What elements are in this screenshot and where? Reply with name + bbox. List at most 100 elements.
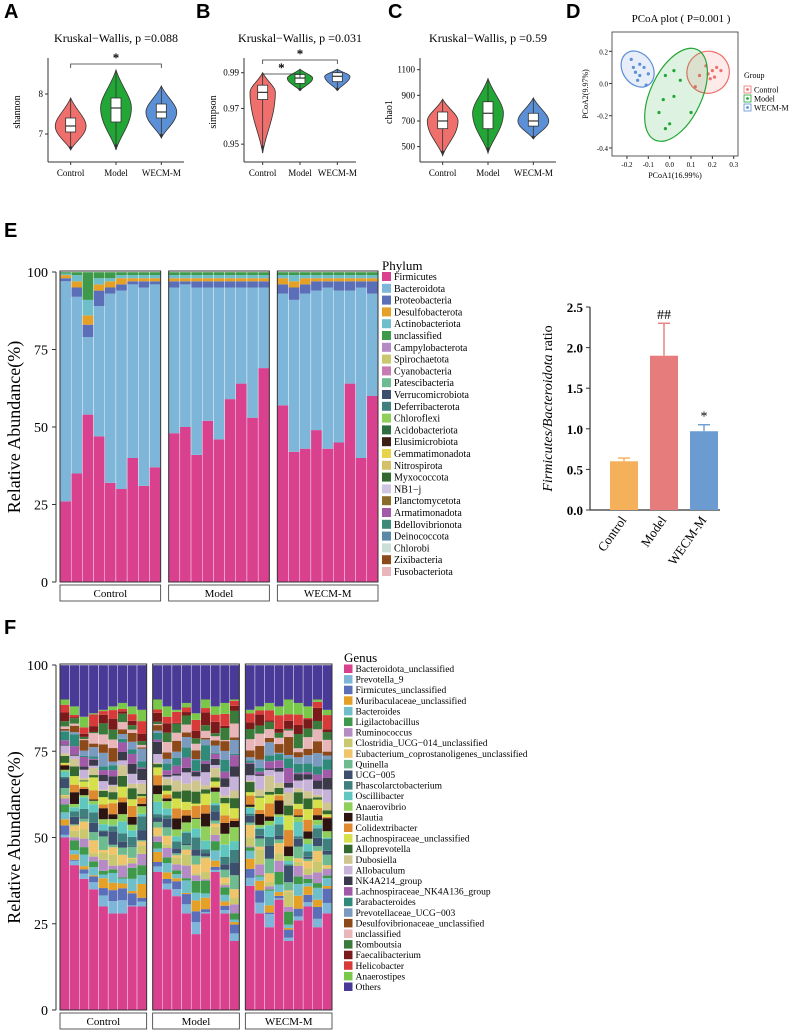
stack-segment (312, 766, 323, 775)
stack-segment (71, 473, 83, 582)
stack-segment (79, 781, 90, 787)
stack-segment (264, 702, 275, 711)
stack-segment (274, 732, 285, 738)
stack-segment (274, 665, 285, 707)
stack-segment (88, 875, 99, 877)
stack-segment (179, 272, 192, 276)
stack-segment (312, 927, 323, 1010)
stack-segment (293, 884, 304, 896)
stack-segment (137, 875, 147, 884)
legend-label: Chlorobi (394, 543, 430, 554)
stack-segment (162, 857, 173, 863)
stack-segment (355, 278, 368, 282)
stack-segment (274, 853, 285, 861)
stack-segment (117, 883, 128, 889)
legend-label: Deinococcota (394, 532, 450, 543)
stack-segment (245, 850, 256, 859)
stack-segment (312, 707, 323, 721)
stack-segment (93, 436, 106, 582)
stack-segment (200, 763, 211, 773)
stack-segment (69, 734, 80, 747)
stack-segment (245, 713, 256, 723)
stack-segment (137, 748, 147, 762)
stack-segment (229, 700, 240, 706)
stack-segment (293, 836, 304, 839)
stack-segment (264, 761, 275, 769)
stack-segment (171, 870, 182, 875)
stack-segment (274, 794, 285, 796)
point-wecm-m (638, 62, 642, 66)
stack-segment (181, 878, 192, 881)
stack-segment (229, 808, 240, 819)
stack-segment (274, 814, 285, 817)
stack-segment (310, 272, 323, 276)
significance-star: * (278, 60, 285, 75)
stack-segment (137, 901, 147, 907)
stack-segment (274, 824, 285, 836)
stack-segment (303, 755, 314, 764)
stack-segment (283, 792, 294, 806)
y-tick-label: 100 (27, 266, 48, 281)
stack-segment (254, 828, 265, 836)
stack-segment (210, 834, 221, 842)
stack-segment (283, 856, 294, 862)
legend-label: Proteobacteria (394, 296, 452, 307)
stack-segment (98, 781, 109, 790)
legend-swatch (344, 749, 353, 758)
stack-segment (93, 284, 106, 291)
stack-segment (245, 729, 256, 740)
stack-segment (322, 715, 333, 730)
stack-segment (210, 826, 221, 835)
stack-segment (93, 290, 106, 307)
stack-segment (200, 856, 211, 858)
stack-segment (254, 771, 265, 775)
stack-segment (277, 275, 289, 279)
stack-segment (79, 788, 90, 796)
stack-segment (229, 889, 240, 899)
stack-segment (60, 726, 70, 730)
y-axis-label: Relative Abundance(%) (4, 341, 25, 513)
stack-segment (79, 750, 90, 756)
stack-segment (299, 448, 312, 582)
point-wecm-m (629, 57, 633, 61)
stack-segment (264, 791, 275, 795)
stack-segment (220, 910, 231, 914)
confidence-ellipse-model (644, 47, 709, 142)
stack-segment (191, 805, 202, 818)
stack-segment (162, 835, 173, 845)
stack-segment (303, 874, 314, 879)
stack-segment (82, 414, 94, 582)
point-model (663, 127, 667, 131)
stack-segment (127, 788, 138, 800)
stack-segment (79, 869, 90, 874)
legend-label: Lachnospiraceae_unclassified (356, 834, 470, 845)
stack-segment (98, 906, 109, 1010)
stack-segment (98, 804, 109, 809)
legend-label: Bacteroides (356, 707, 401, 717)
stack-segment (274, 899, 285, 1010)
stack-segment (98, 770, 109, 775)
stack-segment (322, 839, 333, 851)
stack-segment (322, 810, 333, 815)
stack-segment (179, 278, 192, 282)
stack-segment (69, 792, 80, 804)
stack-segment (108, 710, 119, 719)
stack-segment (210, 714, 221, 722)
legend-label: Actinobacteriota (394, 319, 461, 330)
legend-swatch (344, 823, 353, 832)
outlier-point (159, 133, 163, 137)
stack-segment (162, 808, 173, 816)
stack-segment (137, 841, 147, 846)
stack-segment (69, 807, 80, 812)
stack-segment (127, 725, 138, 730)
legend-swatch (344, 865, 353, 875)
stack-segment (264, 886, 275, 890)
stack-segment (60, 699, 70, 705)
stack-segment (210, 745, 221, 753)
stack-segment (171, 808, 182, 819)
point-control (719, 69, 723, 73)
stack-segment (299, 284, 312, 294)
stack-segment (264, 769, 275, 776)
outlier-point (69, 146, 73, 150)
stack-segment (137, 906, 147, 1010)
